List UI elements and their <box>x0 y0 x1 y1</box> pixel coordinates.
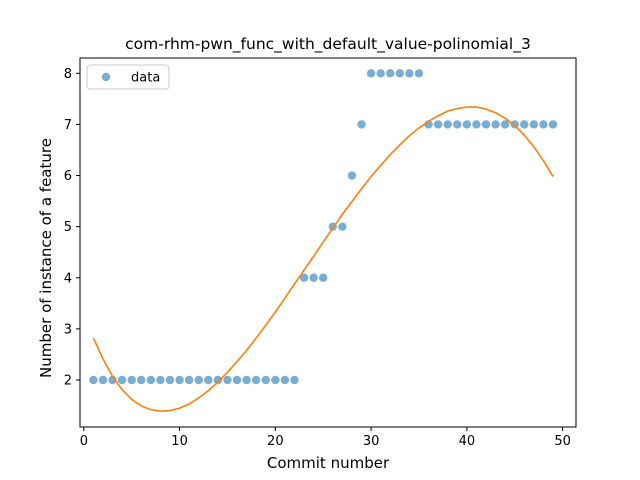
data-point <box>156 375 165 385</box>
data-point <box>309 273 318 282</box>
data-point <box>251 375 261 385</box>
data-point <box>290 375 299 385</box>
chart-title: com-rhm-pwn_func_with_default_value-poli… <box>125 35 531 54</box>
data-point <box>481 120 491 129</box>
data-point <box>127 375 136 385</box>
y-tick-label: 8 <box>64 67 72 82</box>
data-point <box>395 69 405 78</box>
x-tick-label: 10 <box>171 434 188 449</box>
data-point <box>443 120 452 129</box>
data-point <box>108 375 117 385</box>
data-point <box>165 375 175 385</box>
plot-area: 0 10 20 30 40 50 2 3 4 5 6 7 8 data <box>64 57 577 449</box>
data-point <box>529 120 539 129</box>
data-point <box>261 375 270 385</box>
legend-marker <box>101 72 111 82</box>
x-tick-label: 0 <box>80 434 88 449</box>
data-point <box>433 120 443 129</box>
data-point <box>548 120 558 129</box>
data-point <box>242 375 251 385</box>
data-point <box>232 375 242 385</box>
x-tick-label: 50 <box>554 434 571 449</box>
y-tick-label: 7 <box>64 118 72 133</box>
y-tick-label: 2 <box>64 373 72 388</box>
data-point <box>184 375 194 385</box>
data-point <box>366 69 376 78</box>
data-point <box>462 120 472 129</box>
data-point <box>338 222 347 231</box>
y-tick-label: 3 <box>64 322 72 337</box>
data-point <box>472 120 481 129</box>
x-tick-label: 40 <box>459 434 476 449</box>
data-point <box>280 375 290 385</box>
data-point <box>299 273 309 282</box>
y-axis-label: Number of instance of a feature <box>37 138 55 378</box>
data-point <box>539 120 548 129</box>
data-point <box>453 120 462 129</box>
data-point <box>98 375 108 385</box>
data-point <box>175 375 184 385</box>
x-tick-label: 30 <box>363 434 380 449</box>
data-point <box>146 375 156 385</box>
data-point <box>319 273 328 282</box>
y-tick-label: 5 <box>64 220 72 235</box>
x-tick-label: 20 <box>267 434 284 449</box>
data-point <box>520 120 529 129</box>
data-point <box>386 69 395 78</box>
data-point <box>213 375 223 385</box>
data-point <box>414 69 424 78</box>
data-point <box>223 375 232 385</box>
plot-frame <box>79 57 577 428</box>
fit-curve-line <box>92 106 554 412</box>
legend-box <box>86 64 170 90</box>
data-point <box>500 120 510 129</box>
y-tick-label: 4 <box>64 271 72 286</box>
data-point <box>137 375 146 385</box>
data-point <box>194 375 203 385</box>
data-point <box>357 120 366 129</box>
legend-label: data <box>131 71 160 86</box>
data-point <box>491 120 500 129</box>
data-point <box>117 375 127 385</box>
y-tick-label: 6 <box>64 169 72 184</box>
data-point <box>271 375 280 385</box>
data-point <box>89 375 98 385</box>
data-point <box>405 69 414 78</box>
data-point <box>347 171 357 180</box>
data-point <box>204 375 213 385</box>
data-point <box>376 69 385 78</box>
x-axis-label: Commit number <box>267 454 390 472</box>
